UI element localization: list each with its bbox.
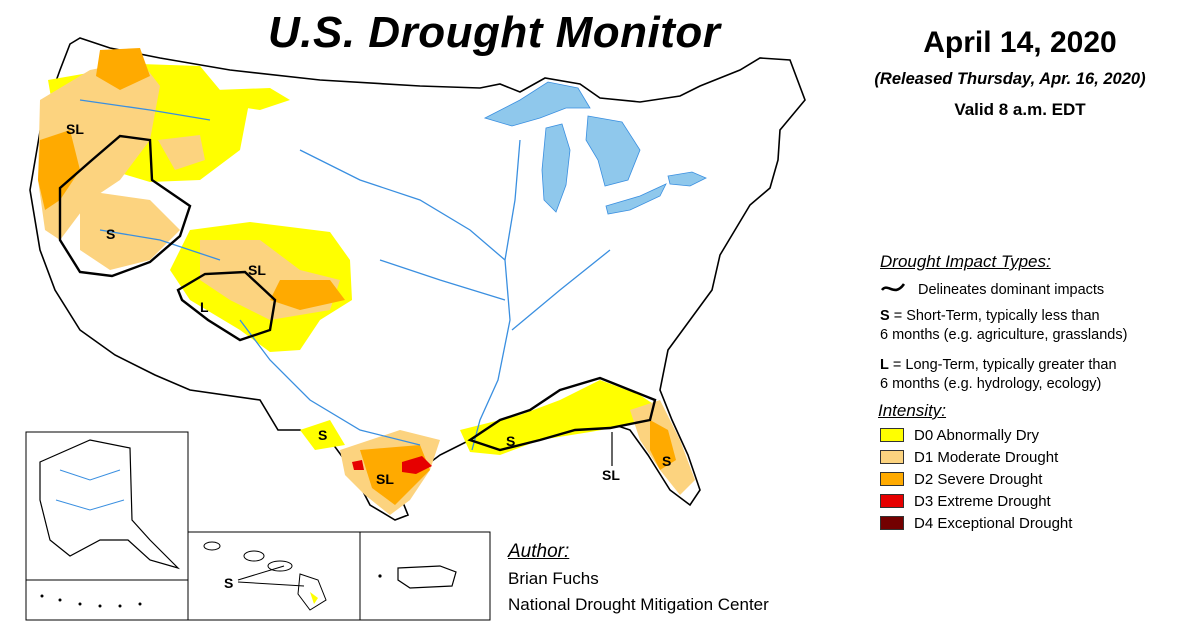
puerto-rico-shape: [397, 565, 457, 589]
aleutian-islands: [40, 594, 142, 608]
long-term-text-1: = Long-Term, typically greater than: [888, 357, 1117, 373]
legend-swatch-d0: [880, 428, 904, 442]
impact-label-west-texas: S: [318, 427, 327, 443]
legend-item-d4: D4 Exceptional Drought: [880, 514, 1072, 532]
map-title: U.S. Drought Monitor: [268, 8, 721, 57]
long-term-text-2: 6 months (e.g. hydrology, ecology): [880, 376, 1102, 392]
legend-swatch-d1: [880, 450, 904, 464]
legend-swatch-d2: [880, 472, 904, 486]
impact-label-four-corners: L: [200, 299, 209, 315]
impact-boundaries: [58, 134, 657, 452]
legend-swatch-d3: [880, 494, 904, 508]
impact-line-description: Delineates dominant impacts: [918, 282, 1105, 298]
lake-ontario: [667, 171, 707, 187]
impact-label-south-texas: SL: [376, 471, 394, 487]
lake-erie: [605, 183, 667, 215]
map-date: April 14, 2020: [923, 26, 1117, 59]
short-term-description: S = Short-Term, typically less than 6 mo…: [880, 307, 1127, 345]
author-name: Brian Fuchs: [508, 569, 599, 588]
rivers: [79, 99, 611, 451]
impact-label-northwest: SL: [66, 121, 84, 137]
lake-michigan: [541, 123, 571, 213]
legend-label-d1: D1 Moderate Drought: [914, 448, 1059, 466]
drought-d3-areas: [352, 456, 432, 474]
impact-types-heading: Drought Impact Types:: [880, 252, 1051, 271]
long-term-description: L = Long-Term, typically greater than 6 …: [880, 356, 1117, 394]
release-date: (Released Thursday, Apr. 16, 2020): [874, 70, 1146, 88]
legend-item-d0: D0 Abnormally Dry: [880, 426, 1039, 444]
legend-swatch-d4: [880, 516, 904, 530]
long-term-key: L: [880, 357, 889, 373]
legend-label-d3: D3 Extreme Drought: [914, 492, 1051, 510]
legend-item-d1: D1 Moderate Drought: [880, 448, 1058, 466]
intensity-heading: Intensity:: [878, 401, 947, 420]
impact-line-glyph: [880, 283, 906, 292]
impact-label-great-basin: S: [106, 226, 115, 242]
legend-label-d0: D0 Abnormally Dry: [914, 426, 1040, 444]
alaska-rivers: [55, 469, 125, 511]
legend-item-d2: D2 Severe Drought: [880, 470, 1042, 488]
hawaii-islands: [203, 541, 327, 611]
legend-item-d3: D3 Extreme Drought: [880, 492, 1051, 510]
lake-superior: [483, 81, 591, 127]
legend-label-d4: D4 Exceptional Drought: [914, 514, 1073, 532]
hawaii-d0-area: [310, 592, 318, 604]
author-organization: National Drought Mitigation Center: [508, 595, 769, 614]
impact-label-florida-panhandle: SL: [602, 467, 620, 483]
valid-time: Valid 8 a.m. EDT: [954, 100, 1086, 119]
author-heading: Author:: [508, 541, 570, 562]
short-term-key: S: [880, 308, 890, 324]
short-term-text-1: = Short-Term, typically less than: [889, 308, 1100, 324]
puerto-rico-islet: [378, 574, 382, 578]
impact-label-hawaii: S: [224, 575, 233, 591]
legend-label-d2: D2 Severe Drought: [914, 470, 1043, 488]
impact-label-florida-peninsula: S: [662, 453, 671, 469]
drought-d2-areas: [38, 48, 676, 505]
lake-huron: [585, 115, 641, 187]
hawaii-label-pointers: [237, 565, 305, 587]
impact-label-gulf-coast: S: [506, 433, 515, 449]
short-term-text-2: 6 months (e.g. agriculture, grasslands): [880, 327, 1128, 343]
impact-label-colorado: SL: [248, 262, 266, 278]
